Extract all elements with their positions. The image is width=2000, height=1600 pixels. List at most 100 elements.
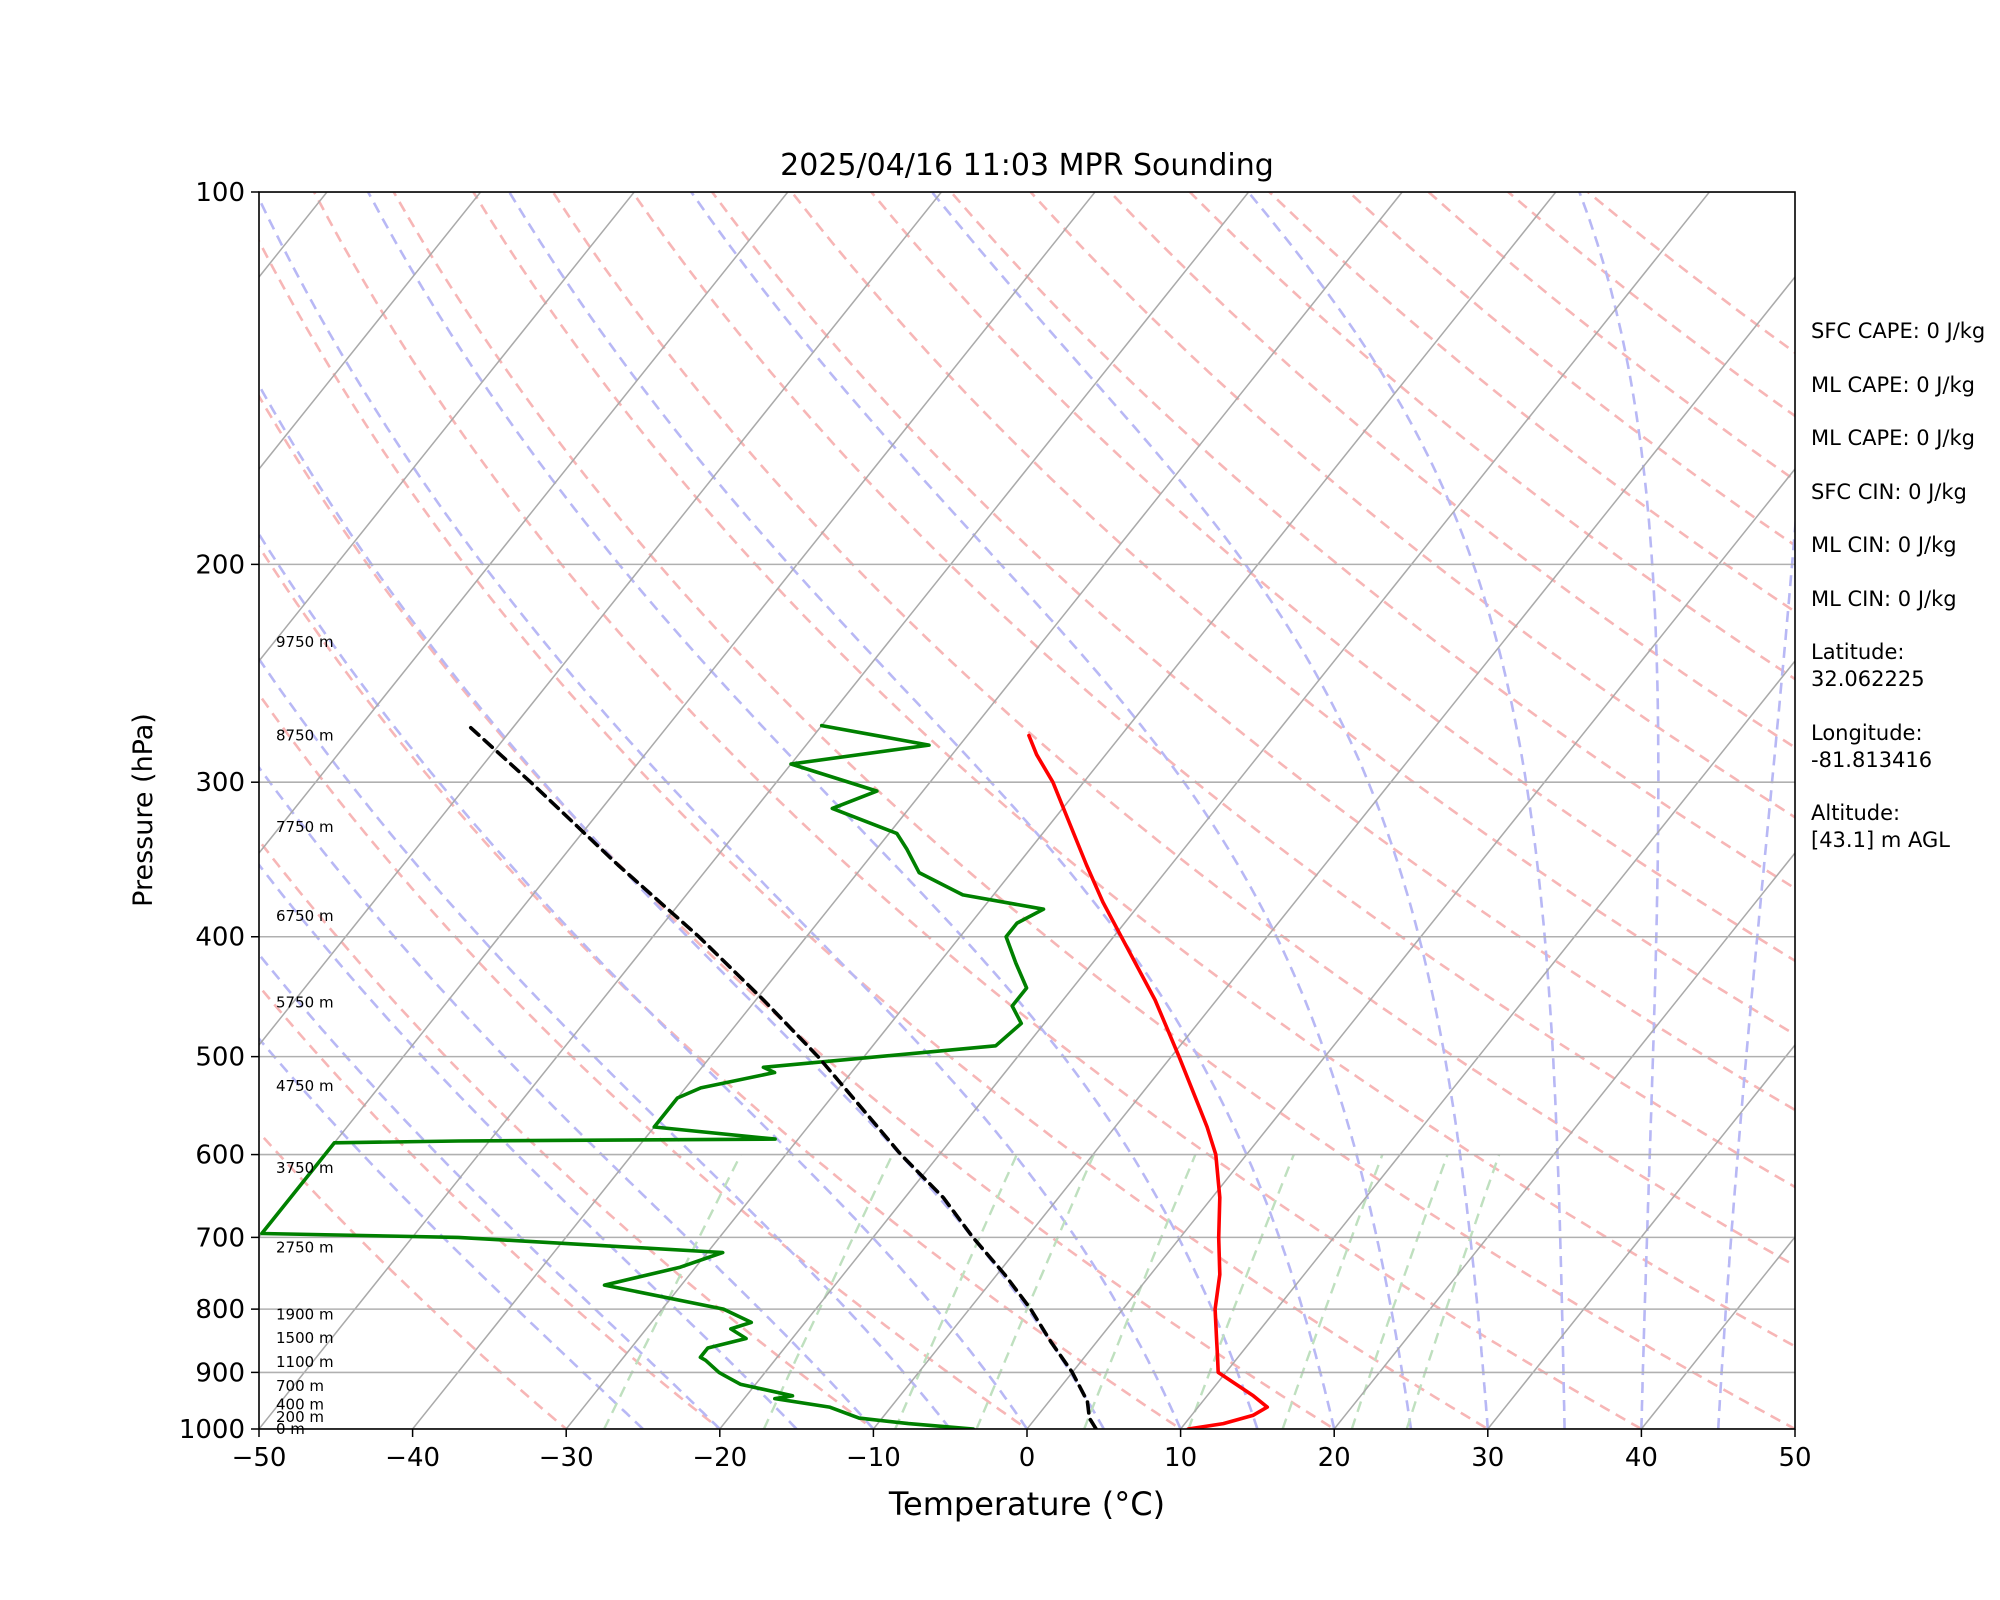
- x-tick-label: 40: [1625, 1443, 1658, 1473]
- isotherm-line: [872, 275, 1795, 1429]
- dry-adiabat-line: [392, 192, 1795, 1429]
- moist-adiabat-line: [259, 862, 798, 1429]
- sounding-parameters-panel: SFC CAPE: 0 J/kg ML CAPE: 0 J/kg ML CAPE…: [1811, 318, 1996, 881]
- x-tick-label: −20: [692, 1443, 747, 1473]
- moist-adiabat-line: [259, 195, 1182, 1429]
- isotherm-line: [565, 192, 1557, 1429]
- x-tick-label: 20: [1318, 1443, 1351, 1473]
- profile-lines: [260, 723, 1270, 1429]
- moist-adiabat-line: [1716, 513, 1795, 1429]
- mixing-ratio-line: [603, 1154, 742, 1429]
- moist-adiabat-line: [690, 192, 1413, 1429]
- ml-cin-text: ML CIN: 0 J/kg: [1811, 586, 1957, 611]
- plot-area: [0, 192, 1795, 1429]
- dry-adiabat-line: [471, 192, 1795, 1348]
- isotherm-line: [1180, 659, 1795, 1429]
- isotherm-line: [259, 192, 942, 1047]
- y-tick-label: 300: [195, 768, 245, 798]
- mixing-ratio-line: [762, 1154, 894, 1429]
- altitude-text: Altitude: [43.1] m AGL: [1811, 801, 1950, 852]
- x-tick-label: −30: [539, 1443, 594, 1473]
- moist-adiabat-line: [366, 192, 1259, 1429]
- y-tick-label: 500: [195, 1043, 245, 1073]
- y-tick-label: 200: [195, 550, 245, 580]
- x-tick-label: 0: [1019, 1443, 1036, 1473]
- dry-adiabat-line: [259, 238, 1491, 1429]
- moist-adiabat-line: [508, 192, 1336, 1429]
- x-tick-label: 10: [1164, 1443, 1197, 1473]
- height-label: 5750 m: [276, 993, 334, 1011]
- pressure-gridlines: [259, 192, 1795, 1429]
- dry-adiabat-line: [259, 984, 722, 1429]
- x-axis-label: Temperature (°C): [888, 1485, 1165, 1523]
- dry-adiabat-line: [551, 192, 1795, 1268]
- ml-cape-text: ML CAPE: 0 J/kg: [1811, 372, 1976, 397]
- dry-adiabat-line: [949, 192, 1795, 890]
- height-label: 7750 m: [276, 818, 334, 836]
- mixing-ratio-line: [1083, 1154, 1197, 1429]
- dry-adiabat-line: [710, 192, 1795, 1112]
- x-tick-label: −10: [846, 1443, 901, 1473]
- moist-adiabat-line: [259, 531, 1029, 1429]
- sfc-cape-text: SFC CAPE: 0 J/kg: [1811, 319, 1986, 343]
- dry-adiabat-line: [790, 192, 1795, 1037]
- isotherm-line: [259, 192, 1096, 1239]
- isotherm-line: [259, 192, 635, 663]
- y-tick-label: 400: [195, 923, 245, 953]
- dry-adiabat-line: [259, 838, 876, 1429]
- moist-adiabat-line: [1578, 192, 1660, 1429]
- moist-adiabat-line: [259, 765, 875, 1429]
- sfc-cin-text: SFC CIN: 0 J/kg: [1811, 479, 1967, 504]
- y-tick-label: 700: [195, 1223, 245, 1253]
- isotherm-line: [1333, 851, 1795, 1429]
- reference-lines: [0, 192, 1795, 1429]
- y-tick-label: 900: [195, 1358, 245, 1388]
- y-axis: 1000 900 800 700 600 500 400 300 200 100: [179, 178, 259, 1445]
- mixing-ratio-line: [894, 1154, 1018, 1429]
- isotherm-line: [259, 192, 789, 855]
- dry-adiabat-line: [259, 544, 1183, 1429]
- x-tick-label: 50: [1778, 1443, 1811, 1473]
- height-label: 6750 m: [276, 907, 334, 925]
- moist-adiabat-line: [259, 656, 952, 1429]
- ml-cin-text: ML CIN: 0 J/kg: [1811, 533, 1957, 557]
- x-tick-label: −40: [385, 1443, 440, 1473]
- height-label: 1900 m: [276, 1305, 334, 1323]
- isotherm-line: [259, 192, 1250, 1429]
- y-tick-label: 600: [195, 1141, 245, 1171]
- y-axis-label: Pressure (hPa): [128, 713, 159, 907]
- latitude-text: Latitude: 32.062225: [1811, 640, 1925, 691]
- dewpoint-profile-line: [260, 723, 1046, 1429]
- height-label: 4750 m: [276, 1077, 334, 1095]
- dry-adiabat-line: [259, 393, 1337, 1429]
- isotherm-line: [0, 192, 20, 1429]
- dry-adiabat-line: [259, 692, 1030, 1429]
- height-label: 700 m: [276, 1377, 324, 1395]
- height-label: 3750 m: [276, 1159, 334, 1177]
- moist-adiabat-line: [259, 382, 1105, 1429]
- y-tick-label: 800: [195, 1295, 245, 1325]
- dry-adiabat-line: [259, 1130, 569, 1429]
- y-tick-label: 1000: [179, 1415, 245, 1445]
- y-tick-label: 100: [195, 178, 245, 208]
- moist-adiabat-line: [259, 952, 721, 1429]
- dry-adiabat-line: [1108, 192, 1795, 750]
- mixing-ratio-line: [975, 1154, 1095, 1429]
- height-label: 400 m: [276, 1395, 324, 1413]
- height-label: 2750 m: [276, 1238, 334, 1256]
- height-label: 8750 m: [276, 726, 334, 744]
- height-label: 9750 m: [276, 633, 334, 651]
- height-label: 200 m: [276, 1408, 324, 1426]
- temperature-profile-line: [1027, 733, 1270, 1429]
- x-axis: −50 −40 −30 −20 −10 0 10 20 30 40 50: [232, 1429, 1812, 1473]
- parcel-path-line: [466, 723, 1098, 1429]
- isotherm-line: [259, 192, 482, 471]
- height-label: 1100 m: [276, 1353, 334, 1371]
- moist-adiabat-line: [259, 1036, 644, 1429]
- isotherm-line: [719, 192, 1710, 1429]
- isotherm-line: [1487, 1043, 1795, 1429]
- moist-adiabat-line: [1247, 192, 1566, 1429]
- ml-cape-text: ML CAPE: 0 J/kg: [1811, 426, 1976, 450]
